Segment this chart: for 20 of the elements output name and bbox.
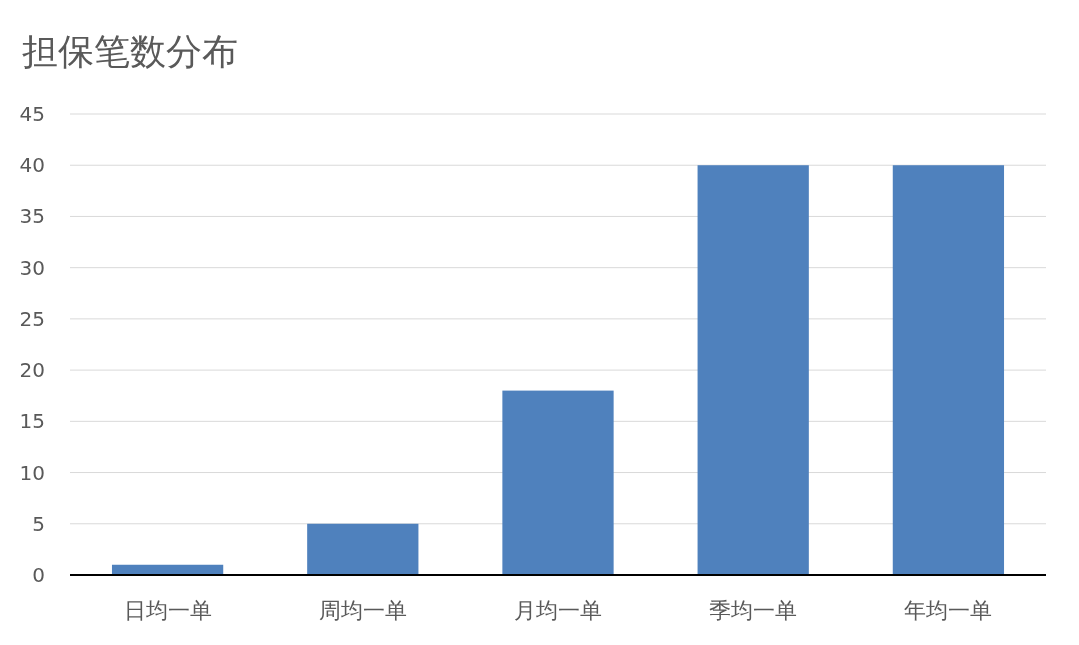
y-tick-label: 25 — [19, 306, 45, 331]
y-tick-label: 30 — [19, 255, 45, 280]
x-tick-label: 季均一单 — [709, 598, 798, 623]
y-tick-label: 15 — [19, 409, 45, 434]
y-tick-label: 5 — [32, 511, 45, 536]
y-tick-label: 35 — [19, 204, 45, 229]
bar — [697, 165, 809, 575]
y-tick-label: 10 — [19, 460, 45, 485]
bar — [307, 523, 419, 575]
x-tick-label: 周均一单 — [318, 598, 407, 623]
y-tick-label: 20 — [19, 358, 45, 383]
x-tick-label: 日均一单 — [123, 598, 212, 623]
x-tick-label: 年均一单 — [904, 598, 993, 623]
bar — [502, 390, 614, 575]
y-tick-label: 45 — [19, 102, 45, 126]
x-tick-label: 月均一单 — [514, 598, 602, 623]
chart-title: 担保笔数分布 — [22, 31, 238, 72]
y-tick-label: 40 — [19, 153, 45, 178]
bar — [892, 165, 1005, 575]
y-tick-label: 0 — [32, 563, 45, 587]
